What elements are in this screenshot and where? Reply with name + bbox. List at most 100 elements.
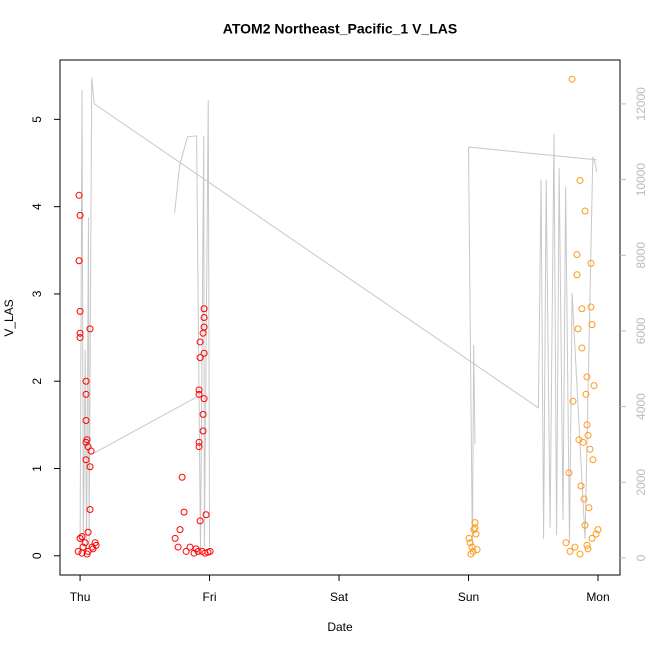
point [590,382,598,390]
x-tick-label: Sun [458,590,479,604]
point [76,534,84,542]
point [574,325,582,333]
y2-tick-label: 4000 [634,393,648,420]
point [583,541,591,549]
point [180,508,188,516]
y2-tick-label: 8000 [634,242,648,269]
point [200,323,208,331]
series-line [79,77,598,551]
point [576,176,584,184]
point [196,354,204,362]
point [576,550,584,558]
point [199,410,207,418]
point [83,436,91,444]
point [199,329,207,337]
point [588,534,596,542]
point [82,456,90,464]
point [467,550,475,558]
point [589,456,597,464]
point [578,344,586,352]
point [82,390,90,398]
y2-tick-label: 10000 [634,163,648,197]
point [82,377,90,385]
point [580,495,588,503]
point [583,373,591,381]
x-axis-label: Date [327,620,353,634]
point [566,547,574,555]
y2-tick-label: 0 [634,554,648,561]
point [76,211,84,219]
point [581,521,589,529]
point [87,447,95,455]
point [195,443,203,451]
point [470,526,478,534]
y-tick-label: 2 [30,378,44,385]
point [200,314,208,321]
point [581,207,589,215]
plot-frame [59,59,621,576]
point [78,533,86,541]
point [568,75,576,83]
point [565,469,573,477]
y2-tick-label: 6000 [634,317,648,344]
point [192,545,200,553]
x-tick-label: Sat [330,590,349,604]
chart-title: ATOM2 Northeast_Pacific_1 V_LAS [223,21,457,37]
y2-tick-label: 2000 [634,469,648,496]
point [583,421,591,429]
point [196,338,204,346]
y2-tick-label: 12000 [634,87,648,121]
point [74,547,82,555]
point [573,271,581,279]
point [471,519,479,527]
point [200,395,208,403]
point [81,539,89,547]
point [587,303,595,311]
point [571,543,579,551]
y-axis-label: V_LAS [2,299,16,336]
point [562,539,570,547]
point [206,547,214,555]
y-tick-label: 4 [30,203,44,210]
point [186,543,194,551]
point [75,191,83,199]
point [82,417,90,424]
point [92,541,100,549]
point [578,305,586,313]
point [176,526,184,534]
point [86,325,94,333]
point [195,438,203,446]
point [195,386,203,394]
point [199,427,207,435]
point [190,549,198,557]
point [594,526,602,534]
point [75,257,83,265]
point [588,320,596,328]
y-tick-label: 3 [30,290,44,297]
point [473,546,481,554]
point [584,431,592,439]
point [84,528,92,536]
point [76,334,84,342]
y-tick-label: 0 [30,552,44,559]
point [592,530,600,538]
point [577,482,585,490]
point [582,390,590,398]
point [466,539,474,547]
x-tick-label: Fri [203,590,217,604]
point [472,530,480,538]
point [202,511,210,519]
point [573,251,581,259]
point [76,329,84,337]
point [86,463,94,471]
y-tick-label: 1 [30,465,44,472]
point [178,473,186,481]
point [200,349,208,357]
x-tick-label: Thu [70,590,91,604]
point [587,259,595,267]
y-tick-label: 5 [30,116,44,123]
point [196,517,204,525]
point [83,550,91,558]
point [78,549,86,557]
